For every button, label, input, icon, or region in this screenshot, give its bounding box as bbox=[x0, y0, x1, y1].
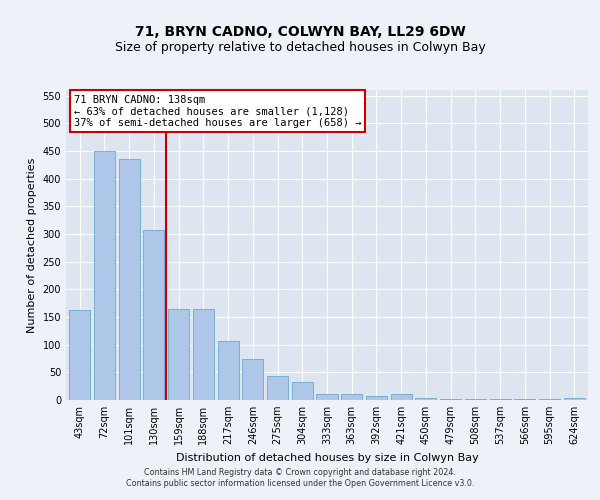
Bar bbox=[168, 308, 189, 400]
Bar bbox=[292, 382, 313, 400]
Text: Contains HM Land Registry data © Crown copyright and database right 2024.
Contai: Contains HM Land Registry data © Crown c… bbox=[126, 468, 474, 487]
Y-axis label: Number of detached properties: Number of detached properties bbox=[27, 158, 37, 332]
Bar bbox=[415, 398, 436, 400]
Bar bbox=[193, 308, 214, 400]
Bar bbox=[69, 310, 90, 400]
Bar bbox=[143, 230, 164, 400]
Text: 71 BRYN CADNO: 138sqm
← 63% of detached houses are smaller (1,128)
37% of semi-d: 71 BRYN CADNO: 138sqm ← 63% of detached … bbox=[74, 94, 361, 128]
Text: 71, BRYN CADNO, COLWYN BAY, LL29 6DW: 71, BRYN CADNO, COLWYN BAY, LL29 6DW bbox=[134, 26, 466, 40]
Bar bbox=[316, 394, 338, 400]
Text: Size of property relative to detached houses in Colwyn Bay: Size of property relative to detached ho… bbox=[115, 41, 485, 54]
Bar bbox=[564, 398, 585, 400]
Bar bbox=[94, 151, 115, 400]
Bar bbox=[465, 399, 486, 400]
Bar bbox=[341, 394, 362, 400]
Bar bbox=[218, 342, 239, 400]
Bar bbox=[366, 396, 387, 400]
Bar bbox=[440, 399, 461, 400]
Bar bbox=[119, 159, 140, 400]
Bar bbox=[267, 376, 288, 400]
Bar bbox=[391, 394, 412, 400]
X-axis label: Distribution of detached houses by size in Colwyn Bay: Distribution of detached houses by size … bbox=[176, 452, 478, 462]
Bar bbox=[242, 359, 263, 400]
